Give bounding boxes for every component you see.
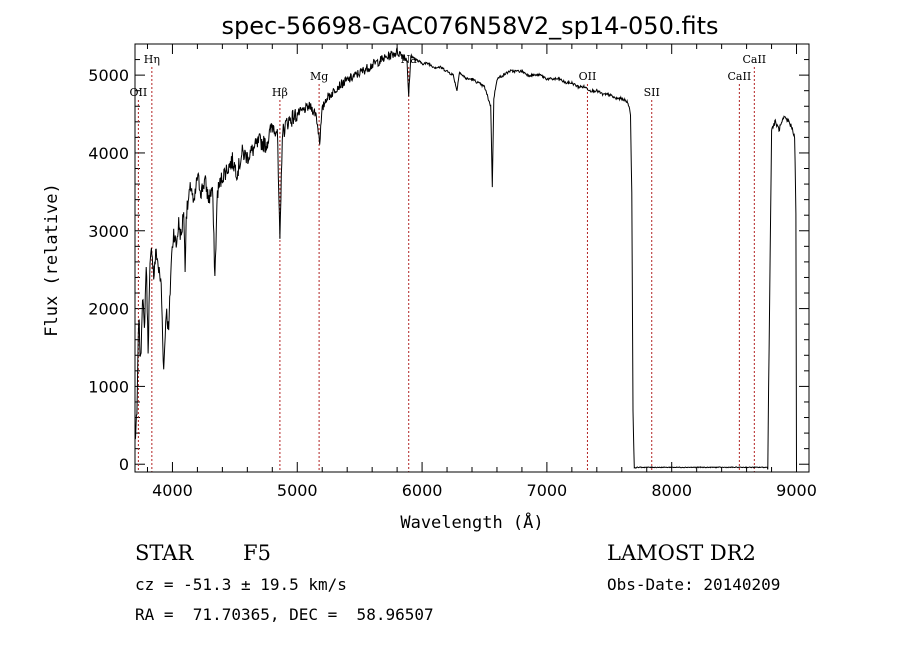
line-marker-label: SII xyxy=(644,86,660,99)
y-tick-label: 4000 xyxy=(88,144,129,163)
x-axis-label: Wavelength (Å) xyxy=(400,511,543,533)
coordinates: RA = 71.70365, DEC = 58.96507 xyxy=(135,605,434,624)
line-marker-label: OII xyxy=(579,70,597,83)
x-tick-label: 6000 xyxy=(402,481,443,500)
x-tick-label: 5000 xyxy=(277,481,318,500)
line-marker-label: CaII xyxy=(728,70,752,83)
line-marker-label: Hη xyxy=(144,53,160,66)
y-tick-label: 3000 xyxy=(88,222,129,241)
line-marker-label: Mg xyxy=(310,70,328,83)
spectrum-series xyxy=(135,45,797,470)
redshift-velocity: cz = -51.3 ± 19.5 km/s xyxy=(135,575,347,594)
y-axis-label: Flux (relative) xyxy=(42,183,62,337)
line-marker-label: OII xyxy=(130,86,148,99)
x-tick-label: 4000 xyxy=(152,481,193,500)
survey-name: LAMOST DR2 xyxy=(607,541,756,565)
spectrum-line xyxy=(135,45,797,470)
x-tick-label: 9000 xyxy=(776,481,817,500)
y-tick-label: 2000 xyxy=(88,300,129,319)
plot-frame xyxy=(134,43,810,473)
subclass: F5 xyxy=(243,541,271,565)
line-marker-label: CaII xyxy=(742,53,766,66)
axes: 4000 5000 6000 7000 8000 9000 0 1000 2000 3000 400… xyxy=(88,43,817,500)
y-tick-label: 0 xyxy=(119,455,129,474)
x-tick-label: 7000 xyxy=(527,481,568,500)
y-tick-label: 5000 xyxy=(88,66,129,85)
line-marker-label: Hβ xyxy=(272,86,288,99)
y-tick-label: 1000 xyxy=(88,377,129,396)
object-class: STAR xyxy=(135,541,194,565)
chart-title: spec-56698-GAC076N58V2_sp14-050.fits xyxy=(222,12,719,40)
observation-date: Obs-Date: 20140209 xyxy=(607,575,780,594)
x-tick-label: 8000 xyxy=(651,481,692,500)
